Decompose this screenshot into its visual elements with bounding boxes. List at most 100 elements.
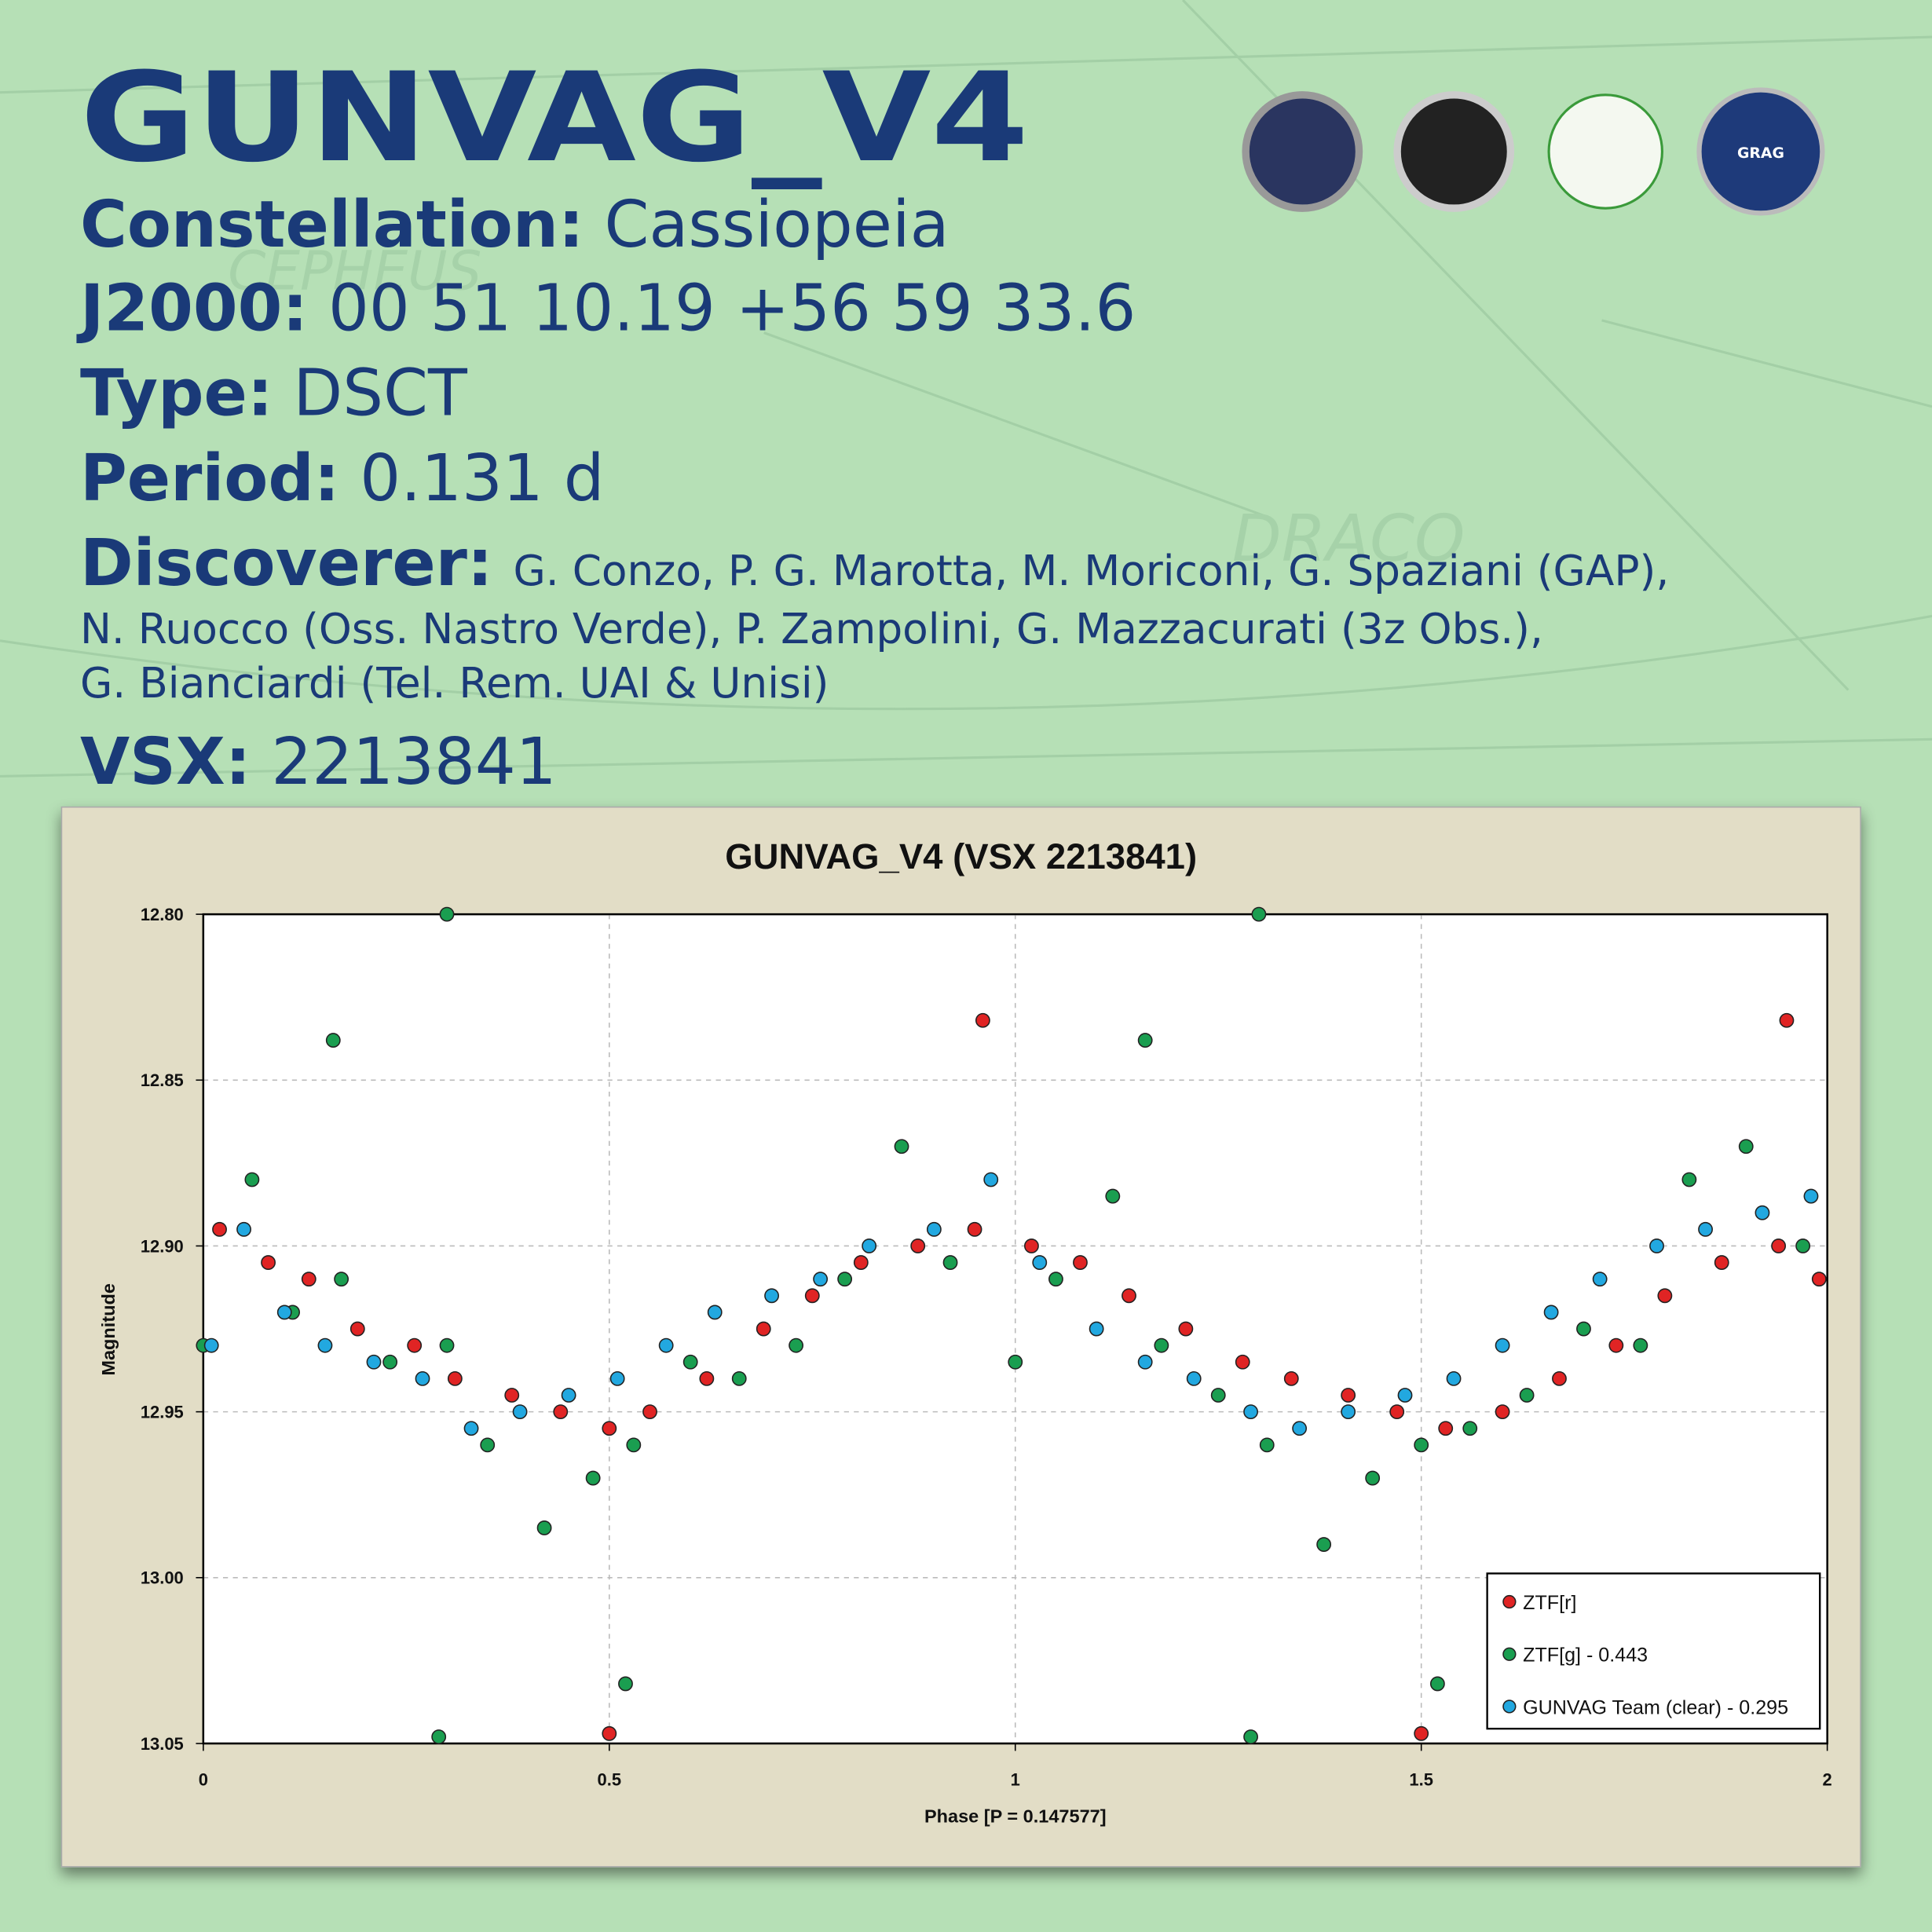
data-point bbox=[1316, 1537, 1332, 1552]
legend-swatch bbox=[1502, 1594, 1517, 1609]
page-title: GUNVAG_V4 bbox=[80, 46, 1029, 189]
data-point bbox=[1073, 1255, 1088, 1270]
data-point bbox=[439, 1337, 455, 1353]
field-value: 0.131 d bbox=[360, 441, 604, 516]
data-point bbox=[1795, 1239, 1811, 1253]
data-point bbox=[1681, 1172, 1697, 1187]
chart: GUNVAG_V4 (VSX 2213841) Phase [P = 0.147… bbox=[98, 836, 1832, 1826]
data-point bbox=[1576, 1321, 1591, 1337]
legend-swatch bbox=[1502, 1700, 1517, 1714]
data-point bbox=[261, 1255, 276, 1270]
data-point bbox=[463, 1421, 479, 1436]
field: J2000: 00 51 10.19 +56 59 33.6 bbox=[76, 271, 1136, 346]
data-point bbox=[1414, 1725, 1429, 1741]
data-point bbox=[431, 1729, 447, 1744]
data-point bbox=[1519, 1388, 1535, 1403]
data-point bbox=[1438, 1421, 1454, 1436]
data-point bbox=[553, 1404, 569, 1420]
data-point bbox=[658, 1337, 674, 1353]
data-point bbox=[967, 1221, 982, 1237]
data-point bbox=[618, 1676, 633, 1692]
data-point bbox=[1048, 1272, 1063, 1287]
data-point bbox=[707, 1304, 723, 1320]
data-point bbox=[942, 1255, 958, 1270]
data-point bbox=[382, 1354, 398, 1370]
legend-label: GUNVAG Team (clear) - 0.295 bbox=[1523, 1696, 1788, 1718]
field-value: 00 51 10.19 +56 59 33.6 bbox=[328, 271, 1136, 346]
data-point bbox=[602, 1725, 617, 1741]
data-point bbox=[415, 1370, 430, 1386]
data-point bbox=[862, 1239, 877, 1253]
data-point bbox=[244, 1172, 260, 1187]
field-value: Cassiopeia bbox=[604, 188, 949, 262]
legend-box bbox=[1486, 1572, 1821, 1730]
data-point bbox=[236, 1221, 251, 1237]
y-tick-label: 12.95 bbox=[141, 1402, 184, 1422]
logo bbox=[1242, 91, 1363, 212]
data-point bbox=[1633, 1337, 1648, 1353]
data-point bbox=[536, 1520, 552, 1535]
data-point bbox=[1698, 1221, 1713, 1237]
field-label: Type: bbox=[80, 357, 273, 431]
data-point bbox=[1397, 1388, 1413, 1403]
data-point bbox=[813, 1272, 829, 1287]
data-point bbox=[1283, 1370, 1299, 1386]
field: Type: DSCT bbox=[80, 357, 468, 431]
data-point bbox=[1292, 1421, 1308, 1436]
data-point bbox=[1032, 1255, 1048, 1270]
data-point bbox=[756, 1321, 771, 1337]
field-value: G. Bianciardi (Tel. Rem. UAI & Unisi) bbox=[80, 658, 829, 708]
data-point bbox=[1495, 1404, 1510, 1420]
data-point bbox=[407, 1337, 423, 1353]
data-point bbox=[1024, 1239, 1039, 1253]
data-point bbox=[1243, 1404, 1258, 1420]
data-point bbox=[1811, 1272, 1827, 1287]
data-point bbox=[439, 906, 455, 922]
data-point bbox=[837, 1272, 853, 1287]
field-value: G. Conzo, P. G. Marotta, M. Moriconi, G.… bbox=[513, 546, 1669, 595]
data-point bbox=[1446, 1370, 1462, 1386]
y-tick-label: 13.00 bbox=[141, 1568, 184, 1588]
data-point bbox=[699, 1370, 715, 1386]
data-point bbox=[1552, 1370, 1567, 1386]
bg-label: DRACO bbox=[1232, 502, 1465, 576]
data-point bbox=[642, 1404, 657, 1420]
data-point bbox=[301, 1272, 317, 1287]
data-point bbox=[1259, 1437, 1275, 1453]
x-tick-label: 0.5 bbox=[598, 1769, 622, 1789]
data-point bbox=[447, 1370, 463, 1386]
y-tick-label: 13.05 bbox=[141, 1734, 184, 1754]
data-point bbox=[1186, 1370, 1202, 1386]
data-point bbox=[1008, 1354, 1023, 1370]
data-point bbox=[1755, 1205, 1770, 1220]
logos: GRAG bbox=[1242, 87, 1825, 216]
logo bbox=[1696, 87, 1825, 216]
field: Period: 0.131 d bbox=[80, 441, 605, 516]
logo-text: GRAG bbox=[1737, 145, 1784, 162]
data-point bbox=[1105, 1188, 1121, 1204]
bg-label: CEPHEUS bbox=[228, 240, 481, 303]
data-point bbox=[926, 1221, 942, 1237]
data-point bbox=[561, 1388, 576, 1403]
logo bbox=[1547, 93, 1663, 210]
data-point bbox=[585, 1470, 601, 1486]
data-point bbox=[1803, 1188, 1819, 1204]
field-value: DSCT bbox=[293, 357, 468, 431]
field-label: VSX: bbox=[80, 725, 251, 800]
field-value: N. Ruocco (Oss. Nastro Verde), P. Zampol… bbox=[80, 604, 1543, 653]
data-point bbox=[1608, 1337, 1624, 1353]
data-point bbox=[1771, 1239, 1787, 1253]
data-point bbox=[1341, 1404, 1356, 1420]
data-point bbox=[626, 1437, 642, 1453]
field-label: Discoverer: bbox=[80, 526, 493, 601]
data-point bbox=[512, 1404, 528, 1420]
logo bbox=[1393, 91, 1515, 212]
data-point bbox=[480, 1437, 496, 1453]
data-point bbox=[366, 1354, 382, 1370]
data-point bbox=[983, 1172, 999, 1187]
legend-swatch bbox=[1502, 1647, 1517, 1661]
data-point bbox=[602, 1421, 617, 1436]
plot-area bbox=[202, 913, 1828, 1745]
